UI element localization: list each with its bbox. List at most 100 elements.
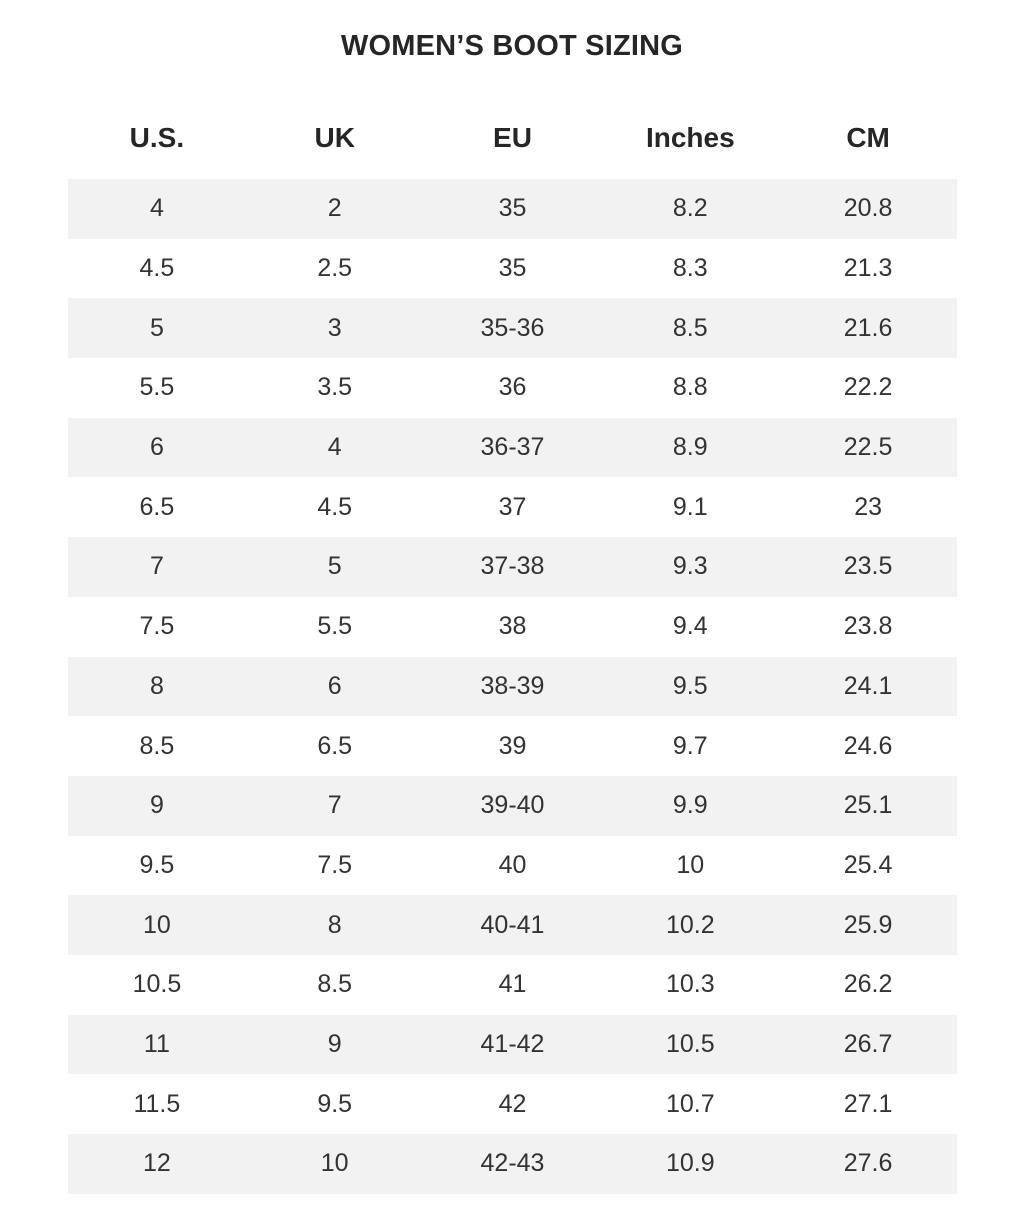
- cell-inches: 8.2: [601, 179, 780, 239]
- cell-uk: 6.5: [317, 731, 353, 760]
- cell-cm: 27.6: [779, 1134, 957, 1194]
- table-row: 6.5 4.5 37 9.1 23: [68, 477, 957, 537]
- cell-cm: 21.3: [843, 254, 893, 283]
- cell-uk: 8.5: [317, 970, 353, 999]
- cell-us: 4.5: [139, 254, 175, 283]
- column-header-eu: EU: [493, 122, 532, 153]
- cell-cm: 23: [854, 492, 882, 521]
- table-row: 12 10 42-43 10.9 27.6: [68, 1134, 957, 1194]
- cell-inches: 10.2: [601, 895, 780, 955]
- cell-inches: 9.1: [672, 492, 708, 521]
- cell-eu: 35: [498, 254, 527, 283]
- cell-us: 8.5: [139, 731, 175, 760]
- cell-us: 10.5: [132, 970, 182, 999]
- cell-cm: 25.4: [843, 850, 893, 879]
- cell-us: 10: [68, 895, 246, 955]
- cell-uk: 6: [245, 656, 424, 717]
- cell-us: 8: [68, 656, 246, 717]
- cell-us: 5: [68, 298, 246, 359]
- table-row: 5 3 35-36 8.5 21.6: [68, 298, 957, 359]
- cell-eu: 38-39: [423, 656, 602, 717]
- cell-inches: 9.3: [601, 537, 780, 597]
- table-row: 7 5 37-38 9.3 23.5: [68, 537, 957, 597]
- table-row: 11.5 9.5 42 10.7 27.1: [68, 1074, 957, 1134]
- cell-uk: 3.5: [317, 373, 353, 402]
- cell-inches: 9.5: [601, 656, 780, 717]
- cell-us: 11: [68, 1014, 246, 1075]
- cell-uk: 9.5: [317, 1089, 353, 1118]
- cell-uk: 4.5: [317, 492, 353, 521]
- cell-us: 4: [68, 179, 246, 239]
- cell-inches: 10: [676, 850, 705, 879]
- cell-eu: 42-43: [423, 1134, 602, 1194]
- column-header-inches: Inches: [645, 122, 735, 153]
- cell-uk: 9: [245, 1014, 424, 1075]
- cell-cm: 24.6: [843, 731, 893, 760]
- table-row: 9.5 7.5 40 10 25.4: [68, 836, 957, 896]
- cell-inches: 9.7: [672, 731, 708, 760]
- table-row: 7.5 5.5 38 9.4 23.8: [68, 597, 957, 657]
- cell-eu: 35-36: [423, 298, 602, 359]
- cell-uk: 2.5: [317, 254, 353, 283]
- cell-eu: 41-42: [423, 1014, 602, 1075]
- cell-us: 12: [68, 1134, 246, 1194]
- table-row: 4.5 2.5 35 8.3 21.3: [68, 239, 957, 299]
- header-gap: [68, 168, 957, 179]
- cell-cm: 22.2: [843, 373, 893, 402]
- table-row: 4 2 35 8.2 20.8: [68, 179, 957, 239]
- cell-us: 7.5: [139, 612, 175, 641]
- cell-cm: 21.6: [779, 298, 957, 359]
- cell-cm: 23.8: [843, 612, 893, 641]
- cell-us: 6.5: [139, 492, 175, 521]
- cell-eu: 39: [498, 731, 527, 760]
- cell-uk: 3: [245, 298, 424, 359]
- cell-cm: 23.5: [779, 537, 957, 597]
- table-row: 11 9 41-42 10.5 26.7: [68, 1014, 957, 1075]
- cell-uk: 8: [245, 895, 424, 955]
- cell-eu: 40-41: [423, 895, 602, 955]
- cell-eu: 40: [498, 850, 527, 879]
- cell-eu: 36: [498, 373, 527, 402]
- table-header: U.S. UK EU Inches CM: [68, 108, 957, 179]
- cell-inches: 10.5: [601, 1014, 780, 1075]
- cell-eu: 38: [498, 612, 527, 641]
- cell-cm: 20.8: [779, 179, 957, 239]
- cell-us: 9: [68, 775, 246, 836]
- cell-eu: 37: [498, 492, 527, 521]
- column-header-us: U.S.: [129, 122, 185, 153]
- cell-eu: 39-40: [423, 775, 602, 836]
- cell-us: 7: [68, 537, 246, 597]
- table-row: 8 6 38-39 9.5 24.1: [68, 656, 957, 717]
- cell-us: 5.5: [139, 373, 175, 402]
- cell-uk: 5: [245, 537, 424, 597]
- column-header-cm: CM: [846, 122, 890, 153]
- cell-uk: 2: [245, 179, 424, 239]
- cell-inches: 8.5: [601, 298, 780, 359]
- cell-eu: 35: [423, 179, 602, 239]
- column-header-uk: UK: [314, 122, 355, 153]
- table-row: 10 8 40-41 10.2 25.9: [68, 895, 957, 955]
- cell-inches: 8.9: [601, 417, 780, 478]
- cell-inches: 10.9: [601, 1134, 780, 1194]
- cell-eu: 42: [498, 1089, 527, 1118]
- cell-cm: 24.1: [779, 656, 957, 717]
- table-row: 10.5 8.5 41 10.3 26.2: [68, 955, 957, 1015]
- header-row: U.S. UK EU Inches CM: [68, 108, 957, 168]
- cell-cm: 25.1: [779, 775, 957, 836]
- cell-inches: 10.3: [665, 970, 715, 999]
- cell-uk: 4: [245, 417, 424, 478]
- chart-title: WOMEN’S BOOT SIZING: [340, 30, 684, 62]
- table-body: 4 2 35 8.2 20.8 4.5 2.5 35 8.3 21.3 5 3 35-36 8.5 21.6…: [68, 179, 957, 1194]
- cell-cm: 26.2: [843, 970, 893, 999]
- boot-size-table: U.S. UK EU Inches CM 4 2 35 8.2 20.8 4.5 2.5 35…: [68, 108, 957, 1194]
- cell-cm: 26.7: [779, 1014, 957, 1075]
- table-row: 6 4 36-37 8.9 22.5: [68, 417, 957, 478]
- cell-uk: 7.5: [317, 850, 353, 879]
- cell-eu: 36-37: [423, 417, 602, 478]
- cell-us: 11.5: [133, 1089, 181, 1118]
- cell-us: 6: [68, 417, 246, 478]
- cell-inches: 9.4: [672, 612, 708, 641]
- cell-eu: 41: [498, 970, 527, 999]
- table-row: 5.5 3.5 36 8.8 22.2: [68, 358, 957, 418]
- cell-cm: 22.5: [779, 417, 957, 478]
